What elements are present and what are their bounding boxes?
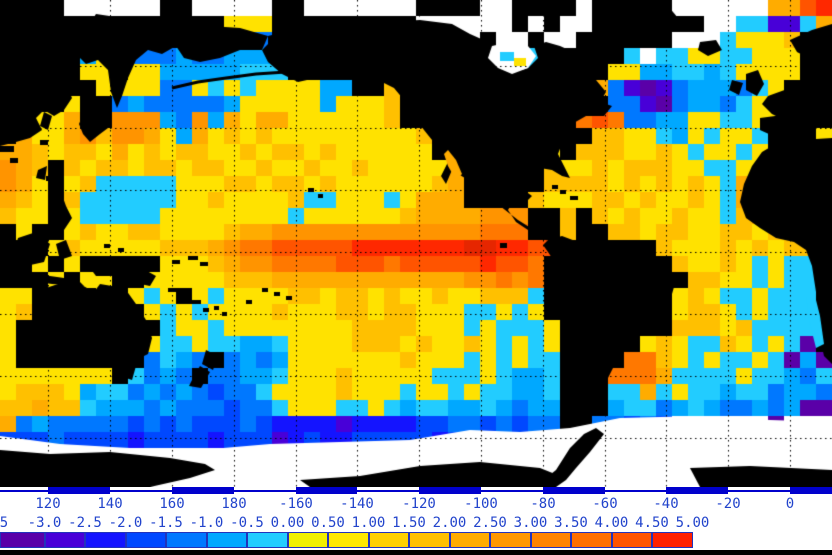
anomaly-colorbar xyxy=(0,532,832,550)
colorbar-tick-label: 3.50 xyxy=(554,515,588,531)
axis-thick-segment xyxy=(296,487,357,494)
colorbar-tick-label: 5 xyxy=(0,515,9,531)
colorbar-segment xyxy=(287,532,328,548)
colorbar-tick-label: 4.50 xyxy=(635,515,669,531)
colorbar-segment xyxy=(571,532,612,548)
colorbar-segment xyxy=(652,532,693,548)
colorbar-segment xyxy=(247,532,288,548)
colorbar-segment xyxy=(85,532,126,548)
axis-thick-segment xyxy=(666,487,728,494)
colorbar-segment xyxy=(368,532,409,548)
colorbar-tick-label: -0.5 xyxy=(230,515,264,531)
colorbar-tick-label: 1.50 xyxy=(392,515,426,531)
colorbar-segment xyxy=(206,532,247,548)
colorbar-tick-label: -1.0 xyxy=(189,515,224,531)
longitude-tick-label: 120 xyxy=(35,496,61,512)
longitude-tick-label: -100 xyxy=(464,496,498,512)
colorbar-tick-label: 0.50 xyxy=(311,515,345,531)
colorbar-tick-label: 0.00 xyxy=(270,515,305,531)
axis-thick-segment xyxy=(790,487,832,494)
colorbar-segment xyxy=(611,532,652,548)
longitude-axis xyxy=(0,487,832,497)
colorbar-tick-label: 2.50 xyxy=(473,515,507,531)
colorbar-segment xyxy=(0,532,45,548)
longitude-tick-label: -20 xyxy=(715,496,741,512)
bottom-black-bar xyxy=(0,550,832,555)
longitude-tick-label: -140 xyxy=(340,496,374,512)
longitude-tick-label: 140 xyxy=(97,496,123,512)
colorbar-segment xyxy=(166,532,207,548)
colorbar-segment xyxy=(490,532,531,548)
longitude-tick-label: -60 xyxy=(592,496,618,512)
axis-thick-segment xyxy=(172,487,234,494)
colorbar-tick-label: 5.00 xyxy=(675,515,710,531)
colorbar-tick-label: -3.0 xyxy=(27,515,62,531)
colorbar-segment xyxy=(449,532,490,548)
colorbar-segment xyxy=(530,532,571,548)
longitude-tick-label: -40 xyxy=(653,496,679,512)
longitude-tick-label: 180 xyxy=(221,496,247,512)
colorbar-segment xyxy=(44,532,85,548)
colorbar-segment xyxy=(125,532,166,548)
colorbar-tick-label: 4.00 xyxy=(594,515,629,531)
longitude-tick-label: -160 xyxy=(279,496,313,512)
axis-thick-segment xyxy=(48,487,110,494)
longitude-tick-label: -80 xyxy=(530,496,556,512)
longitude-tick-label: 160 xyxy=(159,496,185,512)
axis-baseline xyxy=(0,490,832,492)
colorbar-tick-label: -2.5 xyxy=(68,515,102,531)
world-sst-anomaly-map xyxy=(0,0,832,487)
colorbar-tick-label: -2.0 xyxy=(108,515,143,531)
longitude-tick-label: -120 xyxy=(402,496,436,512)
longitude-tick-label: 0 xyxy=(785,496,795,512)
colorbar-segment xyxy=(409,532,450,548)
axis-thick-segment xyxy=(419,487,481,494)
colorbar-tick-labels: 5 -3.0 -2.5 -2.0 -1.5 -1.0 -0.5 0.00 0.50 1.00 1.5… xyxy=(0,512,832,532)
colorbar-tick-label: 1.00 xyxy=(351,515,386,531)
colorbar-tick-label: -1.5 xyxy=(149,515,183,531)
longitude-labels: 120 140 160 180 -160 -140 -120 -100 -80 -60 -40 -20… xyxy=(0,497,832,512)
colorbar-tick-label: 3.00 xyxy=(513,515,548,531)
axis-thick-segment xyxy=(543,487,605,494)
colorbar-tick-label: 2.00 xyxy=(432,515,467,531)
colorbar-segment xyxy=(328,532,369,548)
